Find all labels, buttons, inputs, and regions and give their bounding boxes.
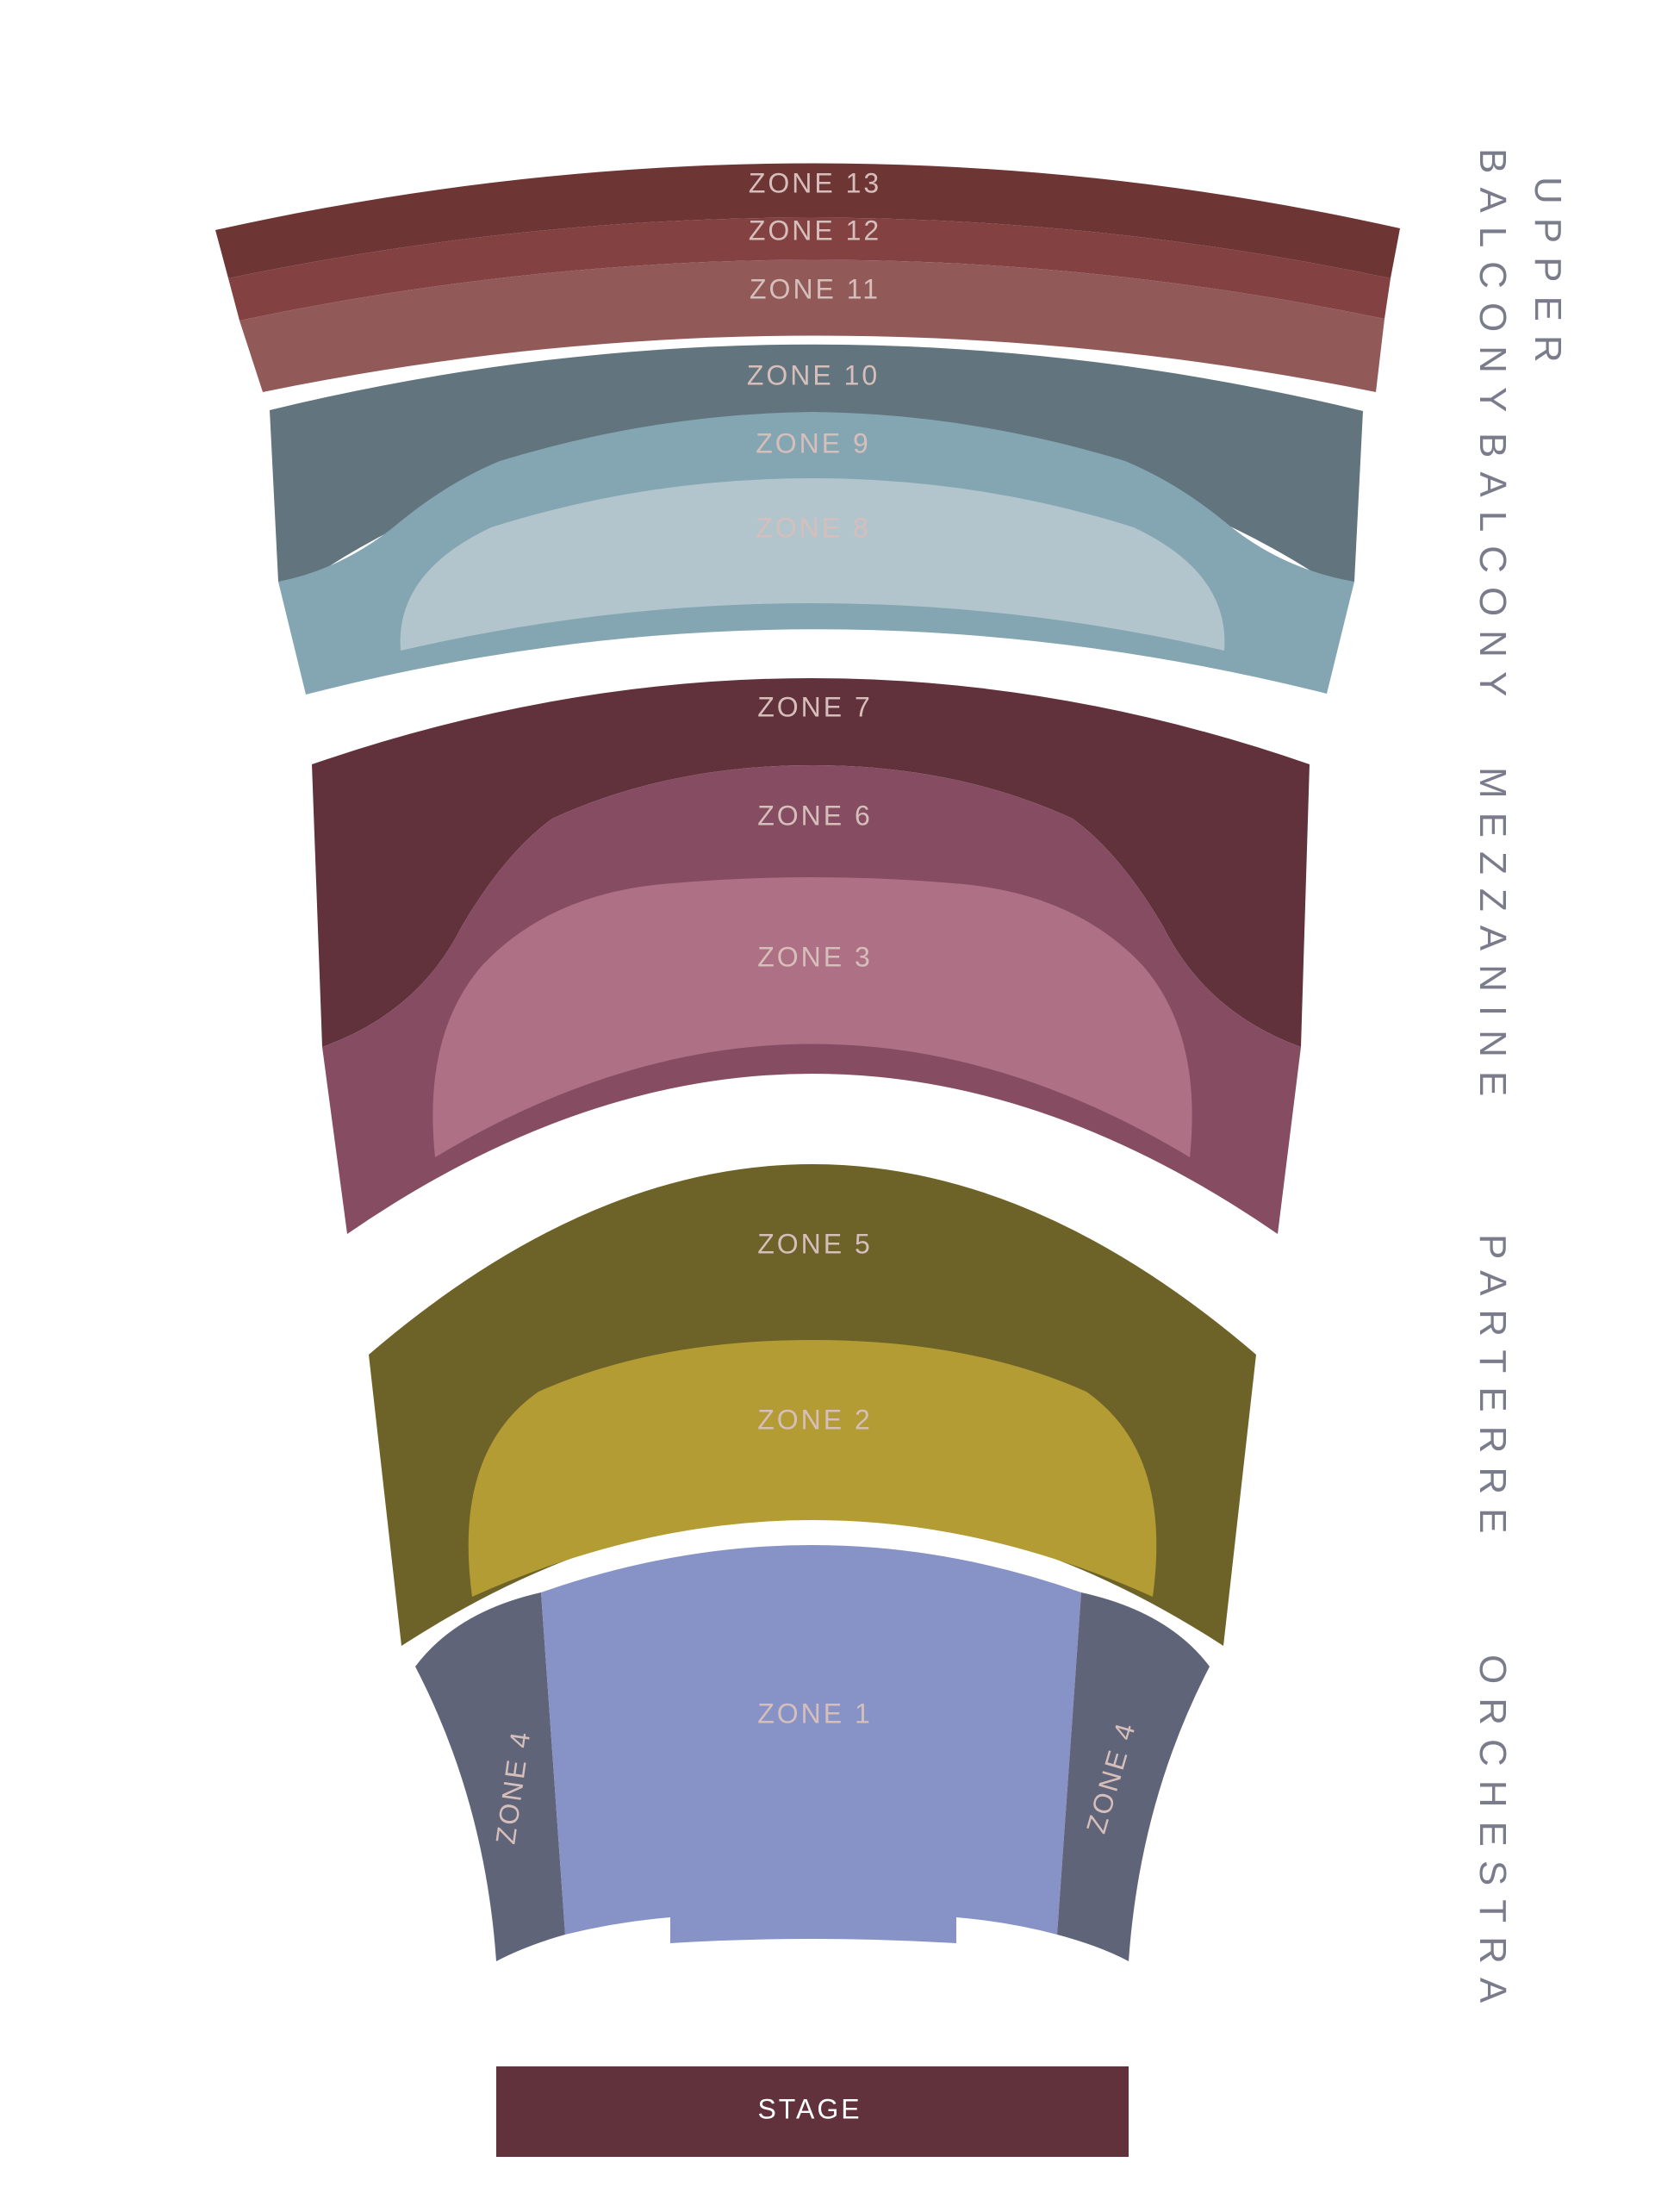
zone-13-area[interactable] [215,163,1400,278]
zone-10-label: ZONE 10 [747,359,880,390]
upper-balcony-section [215,163,1400,392]
zone-8-label: ZONE 8 [756,512,871,543]
zone-13-label: ZONE 13 [749,167,881,198]
level-label-mezzanine: MEZZANINE [1472,767,1514,1110]
stage-block [496,2066,1129,2157]
parterre-section [369,1164,1256,1646]
level-label-upper-balcony: BALCONY [1472,148,1514,426]
balcony-section [270,344,1363,695]
zone-11-area[interactable] [240,259,1384,392]
zone-12-label: ZONE 12 [749,215,881,246]
zone-4-left-area[interactable] [415,1592,565,1961]
zone-3-label: ZONE 3 [757,941,873,972]
level-label-parterre: PARTERRE [1472,1234,1514,1548]
zone-1-area[interactable] [541,1545,1081,1943]
zone-11-label: ZONE 11 [750,273,880,304]
zone-7-label: ZONE 7 [757,691,873,722]
zone-6-label: ZONE 6 [757,800,873,831]
level-label-orchestra: ORCHESTRA [1472,1654,1514,2016]
stage-label: STAGE [757,2093,862,2124]
zone-2-area[interactable] [468,1340,1157,1597]
zone-1-label: ZONE 1 [757,1698,873,1729]
zone-10-area[interactable] [270,344,1363,582]
zone-9-label: ZONE 9 [756,427,871,458]
level-label-balcony: BALCONY [1472,433,1514,710]
zone-12-area[interactable] [228,217,1391,321]
zone-5-label: ZONE 5 [757,1228,873,1259]
zone-3-area[interactable] [432,877,1192,1157]
orchestra-section [415,1545,1210,1961]
zone-4-right-area[interactable] [1057,1592,1210,1961]
mezzanine-section [312,678,1310,1234]
level-label-upper: UPPER [1527,177,1569,377]
zone-2-label: ZONE 2 [757,1404,873,1435]
zone-7-area[interactable] [312,678,1310,1047]
stage: STAGE [496,2066,1129,2157]
zone-8-area[interactable] [400,478,1225,651]
